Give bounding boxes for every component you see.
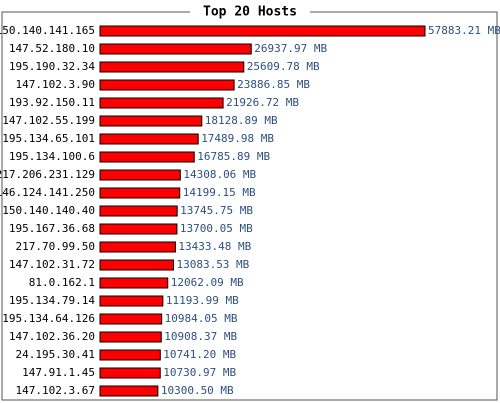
category-label: 195.134.64.126: [2, 312, 95, 325]
bar: [99, 331, 162, 343]
category-label: 146.124.141.250: [0, 186, 95, 199]
value-label: 14308.06 MB: [183, 168, 256, 181]
bar: [99, 61, 245, 73]
category-label: 217.70.99.50: [16, 240, 95, 253]
category-label: 147.102.55.199: [2, 114, 95, 127]
bar: [99, 205, 178, 217]
category-label: 217.206.231.129: [0, 168, 95, 181]
category-label: 147.102.3.90: [16, 78, 95, 91]
bar: [99, 79, 235, 91]
bar: [99, 385, 159, 397]
value-label: 10908.37 MB: [164, 330, 237, 343]
value-label: 13700.05 MB: [180, 222, 253, 235]
value-label: 13433.48 MB: [178, 240, 251, 253]
value-label: 10741.20 MB: [163, 348, 236, 361]
category-label: 195.167.36.68: [9, 222, 95, 235]
bar: [99, 367, 161, 379]
value-label: 23886.85 MB: [237, 78, 310, 91]
bar: [99, 277, 169, 289]
bar: [99, 313, 163, 325]
category-label: 147.102.31.72: [9, 258, 95, 271]
value-label: 16785.89 MB: [197, 150, 270, 163]
category-label: 147.91.1.45: [22, 366, 95, 379]
chart-title: Top 20 Hosts: [203, 5, 297, 20]
category-label: 195.190.32.34: [9, 60, 95, 73]
category-label: 24.195.30.41: [16, 348, 95, 361]
bar: [99, 133, 199, 145]
frame: [1, 11, 498, 401]
value-label: 10984.05 MB: [165, 312, 238, 325]
category-label: 195.134.65.101: [2, 132, 95, 145]
value-label: 17489.98 MB: [201, 132, 274, 145]
category-label: 147.102.36.20: [9, 330, 95, 343]
bar: [99, 241, 176, 253]
value-label: 57883.21 MB: [428, 24, 500, 37]
bar: [99, 349, 161, 361]
value-label: 12062.09 MB: [171, 276, 244, 289]
bar: [99, 223, 178, 235]
bar: [99, 43, 252, 55]
bar: [99, 295, 164, 307]
bar: [99, 169, 181, 181]
value-label: 26937.97 MB: [254, 42, 327, 55]
category-label: 150.140.140.40: [2, 204, 95, 217]
bar: [99, 115, 203, 127]
value-label: 11193.99 MB: [166, 294, 239, 307]
value-label: 25609.78 MB: [247, 60, 320, 73]
value-label: 13083.53 MB: [176, 258, 249, 271]
category-label: 195.134.100.6: [9, 150, 95, 163]
bar: [99, 187, 181, 199]
category-label: 147.52.180.10: [9, 42, 95, 55]
value-label: 10300.50 MB: [161, 384, 234, 397]
bar: [99, 97, 224, 109]
category-label: 195.134.79.14: [9, 294, 95, 307]
value-label: 10730.97 MB: [163, 366, 236, 379]
category-label: 81.0.162.1: [29, 276, 95, 289]
bar: [99, 151, 195, 163]
bar: [99, 25, 426, 37]
value-label: 13745.75 MB: [180, 204, 253, 217]
category-label: 147.102.3.67: [16, 384, 95, 397]
category-label: 193.92.150.11: [9, 96, 95, 109]
bar: [99, 259, 174, 271]
value-label: 14199.15 MB: [183, 186, 256, 199]
value-label: 21926.72 MB: [226, 96, 299, 109]
value-label: 18128.89 MB: [205, 114, 278, 127]
category-label: 150.140.141.165: [0, 24, 95, 37]
